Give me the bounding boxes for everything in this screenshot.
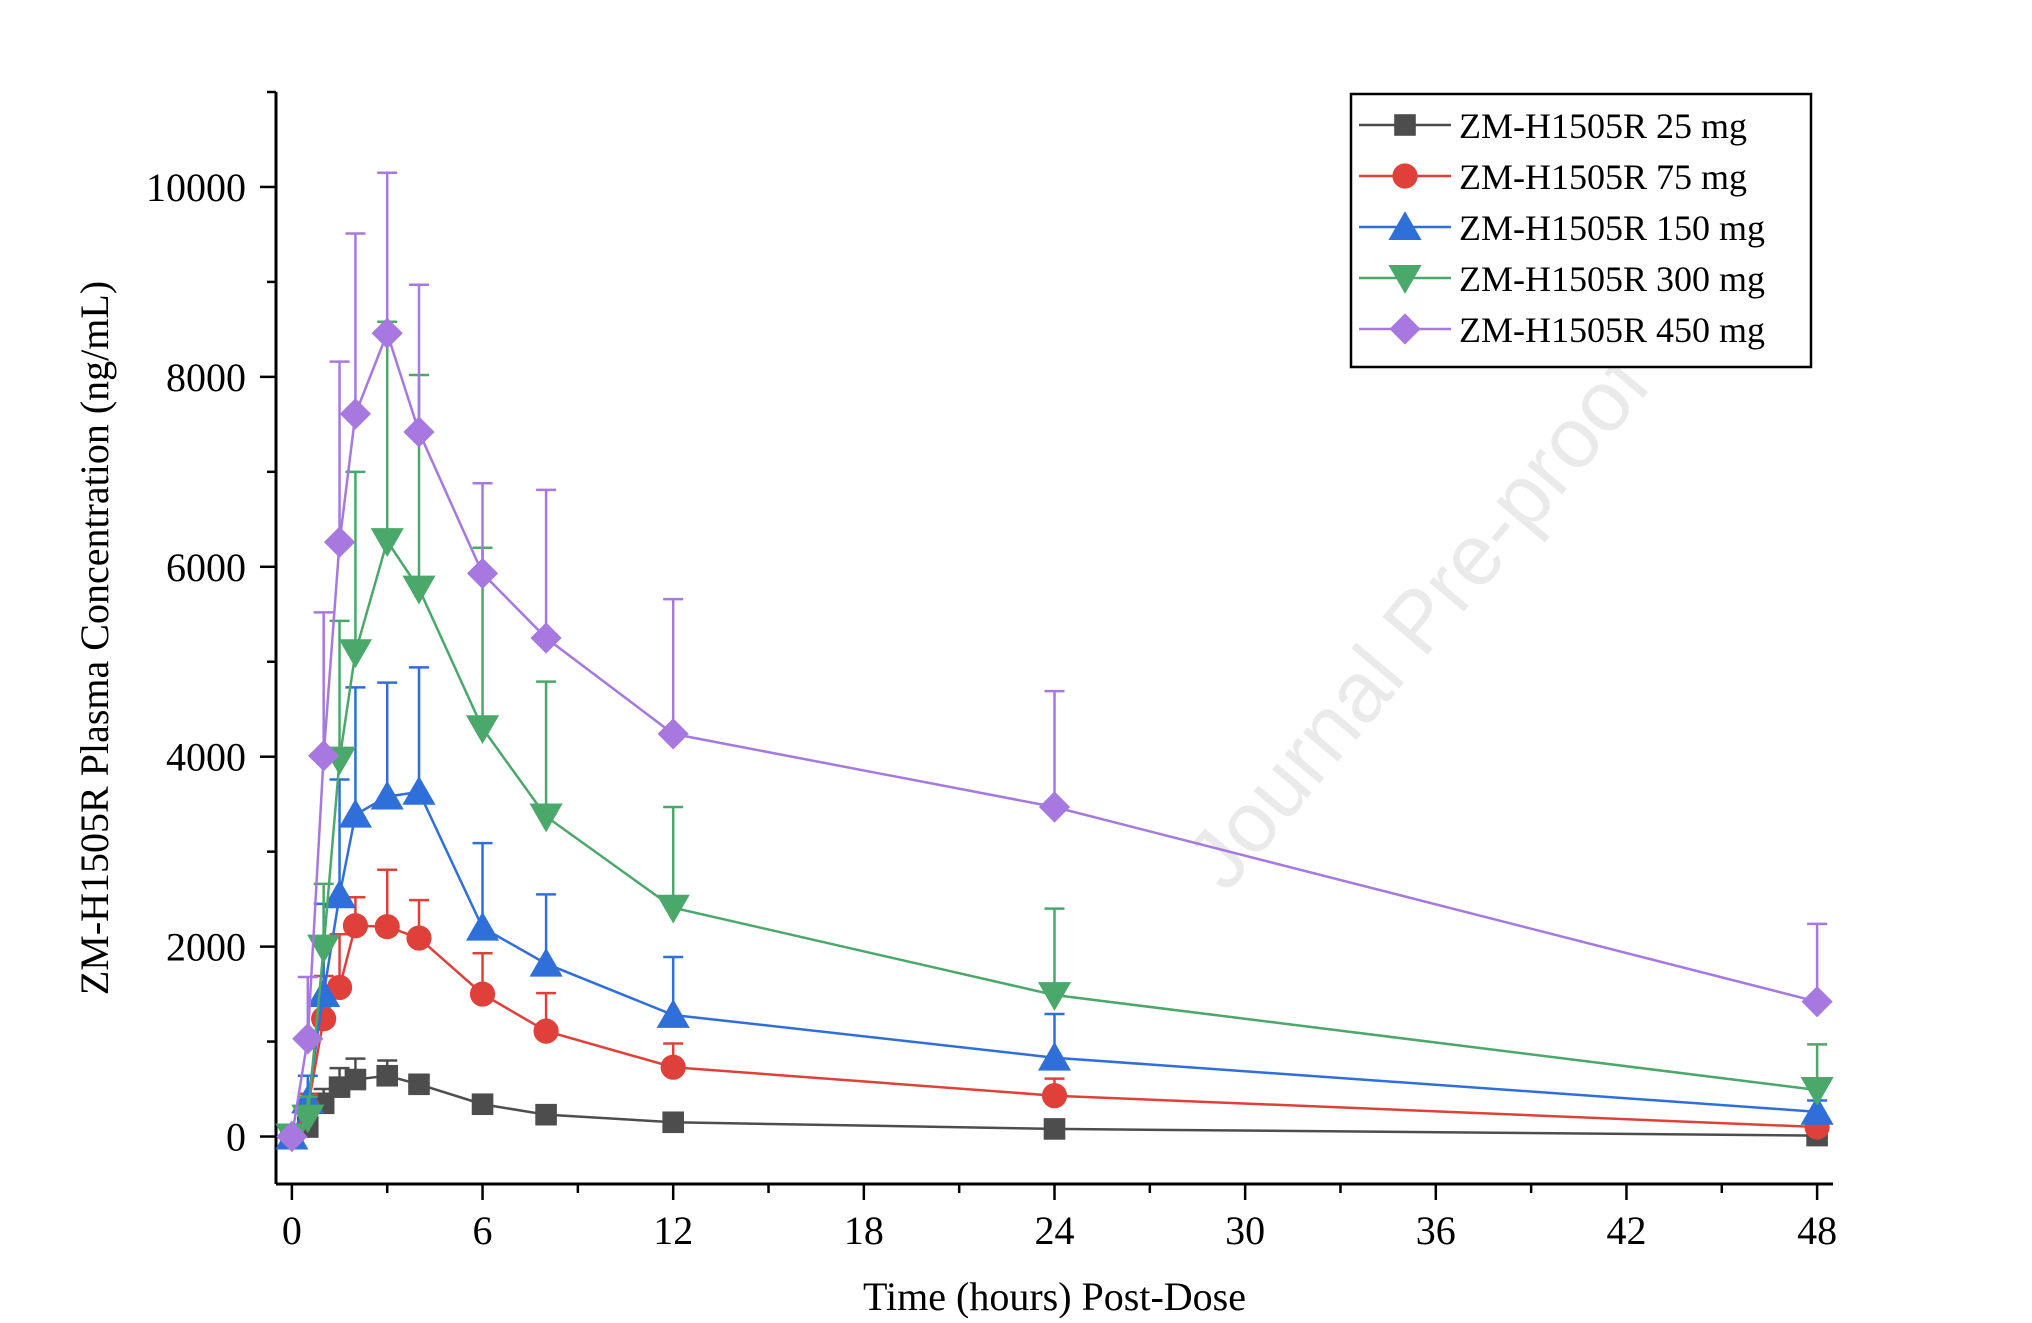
- x-tick-label: 30: [1225, 1208, 1265, 1253]
- axes: 0 6 12 18 24 30 36 42 48 0 2000 4000 6000 8000 10000: [146, 90, 1837, 1253]
- legend-marker: [1388, 265, 1422, 294]
- series-line: [290, 538, 1818, 1138]
- x-tick-label: 42: [1606, 1208, 1646, 1253]
- data-point: [535, 1103, 557, 1126]
- data-point: [1037, 1041, 1072, 1071]
- y-tick-label: 0: [226, 1115, 246, 1160]
- data-point: [370, 528, 404, 557]
- data-point: [291, 1104, 325, 1134]
- series-5: [276, 171, 1833, 1153]
- data-point: [465, 715, 500, 745]
- legend-label: ZM-H1505R 450 mg: [1459, 310, 1765, 350]
- x-tick-label: 36: [1416, 1208, 1456, 1253]
- legend-marker: [1394, 114, 1416, 136]
- data-point: [344, 1068, 367, 1091]
- y-axis-title: ZM-H1505R Plasma Concentration (ng/mL): [72, 281, 117, 995]
- data-point: [408, 1073, 430, 1096]
- data-point: [276, 1120, 308, 1153]
- data-point: [533, 1018, 559, 1044]
- data-point: [371, 317, 403, 349]
- data-point: [1037, 982, 1072, 1011]
- data-point: [292, 1023, 324, 1055]
- data-point: [1801, 986, 1833, 1018]
- legend-marker: [1388, 211, 1422, 240]
- y-tick-label: 6000: [166, 545, 246, 590]
- data-point: [1800, 1095, 1834, 1125]
- y-tick-label: 10000: [146, 165, 246, 210]
- x-tick-label: 48: [1797, 1208, 1837, 1253]
- y-tick-label: 2000: [166, 925, 246, 970]
- data-point: [403, 416, 435, 448]
- data-point: [374, 914, 400, 940]
- data-point: [339, 398, 372, 430]
- y-tick-label: 4000: [166, 735, 246, 780]
- data-point: [465, 911, 500, 941]
- data-point: [469, 981, 496, 1007]
- legend-label: ZM-H1505R 150 mg: [1459, 208, 1765, 248]
- legend-marker: [1392, 163, 1418, 189]
- y-tick-label: 8000: [166, 355, 246, 400]
- legend-label: ZM-H1505R 25 mg: [1459, 106, 1747, 146]
- data-point: [1043, 1118, 1066, 1140]
- data-point: [662, 1111, 684, 1134]
- series-line: [290, 790, 1818, 1138]
- data-point: [656, 999, 690, 1028]
- data-point: [322, 879, 357, 909]
- data-point: [402, 775, 436, 805]
- data-point: [656, 894, 690, 924]
- watermark-text: Journal Pre-proof: [1167, 335, 1668, 907]
- data-point: [529, 947, 563, 977]
- data-point: [376, 1064, 399, 1087]
- series-line: [290, 329, 1818, 1137]
- legend: ZM-H1505R 25 mg ZM-H1505R 75 mg ZM-H1505R …: [1349, 92, 1813, 369]
- x-tick-label: 0: [282, 1208, 302, 1253]
- data-point: [342, 913, 369, 939]
- series-line: [290, 924, 1818, 1138]
- data-point: [529, 803, 563, 833]
- x-tick-label: 18: [844, 1208, 884, 1253]
- data-point: [466, 557, 499, 590]
- data-point: [326, 974, 353, 1001]
- data-point: [307, 934, 341, 964]
- legend-box: [1349, 92, 1813, 369]
- legend-label: ZM-H1505R 300 mg: [1459, 259, 1765, 299]
- data-point: [308, 740, 340, 772]
- x-axis-title: Time (hours) Post-Dose: [863, 1274, 1246, 1318]
- x-tick-label: 12: [653, 1208, 693, 1253]
- data-point: [311, 1006, 337, 1032]
- data-point: [1041, 1083, 1068, 1109]
- legend-label: ZM-H1505R 75 mg: [1459, 157, 1747, 197]
- plot-area: [275, 171, 1834, 1153]
- data-point: [471, 1093, 494, 1116]
- data-point: [307, 978, 341, 1008]
- data-point: [406, 925, 432, 951]
- data-point: [1038, 791, 1071, 823]
- data-point: [660, 1054, 686, 1080]
- data-point: [402, 575, 436, 605]
- legend-marker: [1389, 313, 1421, 345]
- data-point: [657, 718, 689, 750]
- x-tick-label: 6: [473, 1208, 493, 1253]
- data-point: [530, 622, 562, 654]
- data-point: [338, 798, 372, 828]
- data-point: [370, 780, 404, 810]
- data-point: [1800, 1077, 1834, 1106]
- x-tick-label: 24: [1035, 1208, 1075, 1253]
- data-point: [338, 639, 372, 669]
- data-point: [323, 526, 356, 558]
